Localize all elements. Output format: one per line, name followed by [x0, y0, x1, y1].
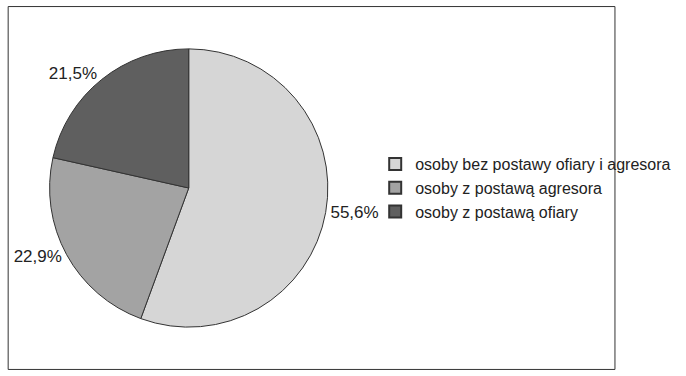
svg-text:osoby z postawą ofiary: osoby z postawą ofiary	[415, 204, 578, 221]
svg-text:21,5%: 21,5%	[49, 64, 97, 83]
svg-text:osoby z postawą agresora: osoby z postawą agresora	[415, 180, 602, 197]
svg-text:22,9%: 22,9%	[14, 247, 62, 266]
svg-text:osoby bez postawy ofiary i agr: osoby bez postawy ofiary i agresora	[415, 156, 670, 173]
svg-text:55,6%: 55,6%	[330, 203, 378, 222]
